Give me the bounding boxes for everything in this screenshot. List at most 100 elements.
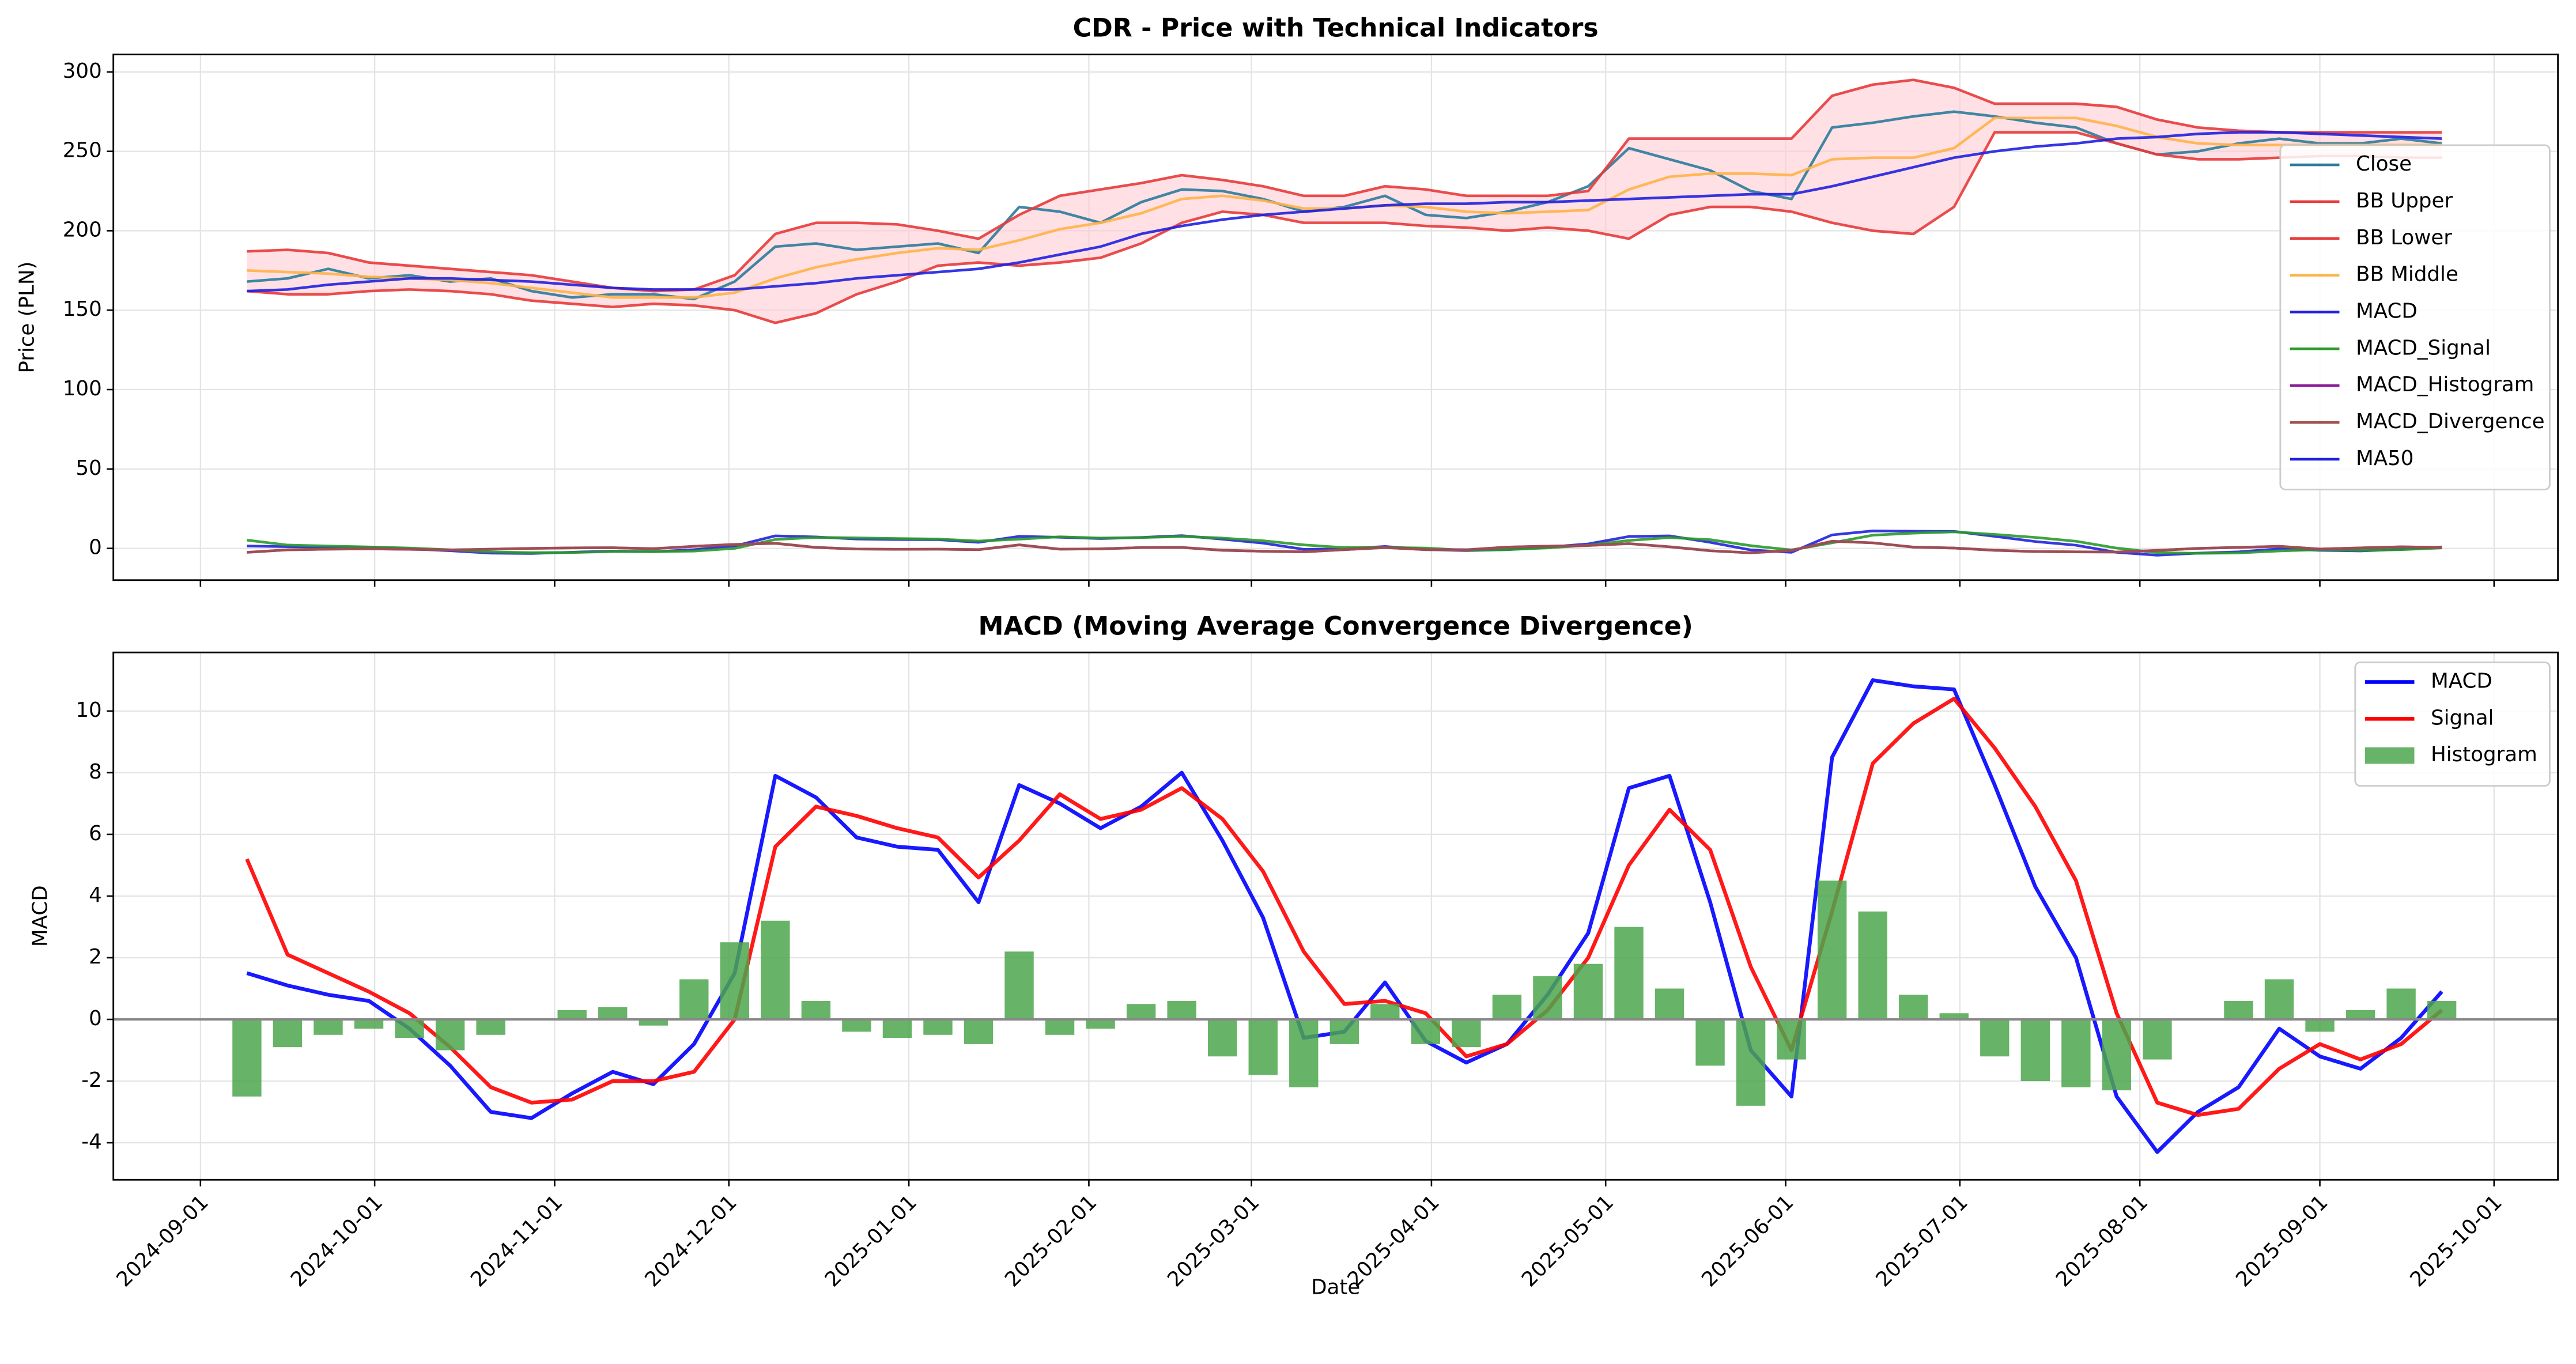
histogram-bar <box>923 1019 953 1035</box>
y-tick-label: 8 <box>89 760 102 784</box>
y-tick-label: 50 <box>75 456 101 480</box>
legend-label: Close <box>2356 152 2412 176</box>
histogram-bar <box>1167 1000 1196 1020</box>
y-tick-label: 200 <box>63 218 102 241</box>
histogram-bar <box>1695 1019 1725 1066</box>
y-axis-label: MACD <box>28 885 52 947</box>
histogram-bar <box>1817 881 1847 1020</box>
x-tick-label: 2024-09-01 <box>112 1191 213 1291</box>
histogram-bar <box>1086 1019 1115 1029</box>
histogram-bar <box>2020 1019 2050 1082</box>
histogram-bar <box>1411 1019 1441 1044</box>
x-tick-label: 2025-03-01 <box>1163 1191 1264 1291</box>
x-axis-label: Date <box>1311 1275 1360 1299</box>
x-tick-label: 2025-02-01 <box>1000 1191 1101 1291</box>
histogram-bar <box>1614 927 1644 1020</box>
histogram-bar <box>232 1019 262 1097</box>
histogram-bar <box>2386 988 2416 1020</box>
histogram-bar <box>639 1019 668 1026</box>
histogram-bar <box>842 1019 871 1032</box>
histogram-bar <box>1573 964 1603 1020</box>
histogram-bar <box>1777 1019 1806 1060</box>
histogram-bar <box>1533 976 1562 1020</box>
histogram-bar <box>882 1019 912 1038</box>
histogram-bar <box>2143 1019 2172 1060</box>
histogram-bar <box>313 1019 343 1035</box>
x-tick-label: 2025-07-01 <box>1871 1191 1972 1291</box>
histogram-bar <box>395 1019 424 1038</box>
plot-frame <box>112 651 2559 1181</box>
plot-frame <box>112 54 2559 581</box>
legend-label: BB Middle <box>2356 263 2458 286</box>
legend-label: MA50 <box>2356 447 2413 470</box>
x-tick-label: 2025-06-01 <box>1697 1191 1798 1291</box>
legend-label: MACD <box>2356 300 2418 323</box>
histogram-bar <box>2427 1000 2457 1020</box>
histogram-bar <box>720 942 750 1020</box>
x-tick-label: 2025-05-01 <box>1517 1191 1618 1291</box>
histogram-bar <box>557 1010 587 1020</box>
legend-label: Signal <box>2431 706 2494 730</box>
histogram-bar <box>435 1019 465 1051</box>
legend-label: BB Lower <box>2356 226 2452 250</box>
legend-label: BB Upper <box>2356 189 2453 213</box>
series-line <box>247 131 2442 293</box>
x-tick-label: 2025-01-01 <box>821 1191 921 1291</box>
histogram-bar <box>2061 1019 2091 1087</box>
series-line <box>247 530 2442 555</box>
histogram-bar <box>1858 911 1887 1020</box>
series-line <box>245 697 2443 1117</box>
series-line <box>247 131 2442 324</box>
histogram-bar <box>761 920 790 1020</box>
legend-swatch <box>2365 747 2415 764</box>
legend-label: MACD <box>2431 670 2492 693</box>
x-tick-label: 2024-12-01 <box>640 1191 741 1291</box>
y-tick-label: 0 <box>89 536 102 560</box>
histogram-bar <box>801 1000 831 1020</box>
histogram-bar <box>1939 1013 1969 1020</box>
histogram-bar <box>1208 1019 1237 1057</box>
x-tick-label: 2024-10-01 <box>286 1191 387 1291</box>
histogram-bar <box>1126 1004 1156 1020</box>
histogram-bar <box>476 1019 505 1035</box>
legend-label: Histogram <box>2431 743 2537 766</box>
y-tick-label: 300 <box>63 59 102 83</box>
x-tick-label: 2025-10-01 <box>2405 1191 2506 1291</box>
histogram-bar <box>598 1007 628 1020</box>
legend-box <box>2279 144 2551 490</box>
histogram-bar <box>1980 1019 2010 1057</box>
legend: MACD Signal Histogram <box>2354 661 2551 787</box>
y-tick-label: 150 <box>63 297 102 321</box>
y-tick-label: 10 <box>75 698 101 722</box>
legend-label: MACD_Divergence <box>2356 410 2545 433</box>
x-tick-label: 2024-11-01 <box>466 1191 567 1291</box>
y-tick-label: 100 <box>63 377 102 400</box>
y-tick-label: 2 <box>89 945 102 969</box>
legend: Close BB Upper BB Lower BB Middle MACD MACD_S… <box>2279 144 2551 490</box>
histogram-bar <box>2305 1019 2335 1032</box>
histogram-bar <box>1045 1019 1075 1035</box>
chart-title: CDR - Price with Technical Indicators <box>1073 14 1599 43</box>
histogram-bar <box>354 1019 384 1029</box>
histogram-bar <box>2102 1019 2132 1091</box>
histogram-bar <box>2345 1010 2375 1020</box>
y-tick-label: 250 <box>63 139 102 163</box>
histogram-bar <box>1736 1019 1766 1106</box>
y-tick-label: 6 <box>89 822 102 845</box>
y-tick-label: -4 <box>81 1130 102 1154</box>
chart-title: MACD (Moving Average Convergence Diverge… <box>978 611 1693 641</box>
y-tick-label: -2 <box>81 1068 102 1092</box>
histogram-bar <box>1289 1019 1319 1087</box>
histogram-bar <box>1655 988 1684 1020</box>
y-tick-label: 4 <box>89 883 102 907</box>
bb-band <box>247 80 2442 323</box>
histogram-bar <box>273 1019 303 1048</box>
x-tick-label: 2025-08-01 <box>2052 1191 2152 1291</box>
histogram-bar <box>1248 1019 1278 1075</box>
histogram-bar <box>2224 1000 2253 1020</box>
legend-label: MACD_Signal <box>2356 336 2491 360</box>
x-tick-label: 2025-09-01 <box>2231 1191 2332 1291</box>
series-line <box>247 110 2442 301</box>
